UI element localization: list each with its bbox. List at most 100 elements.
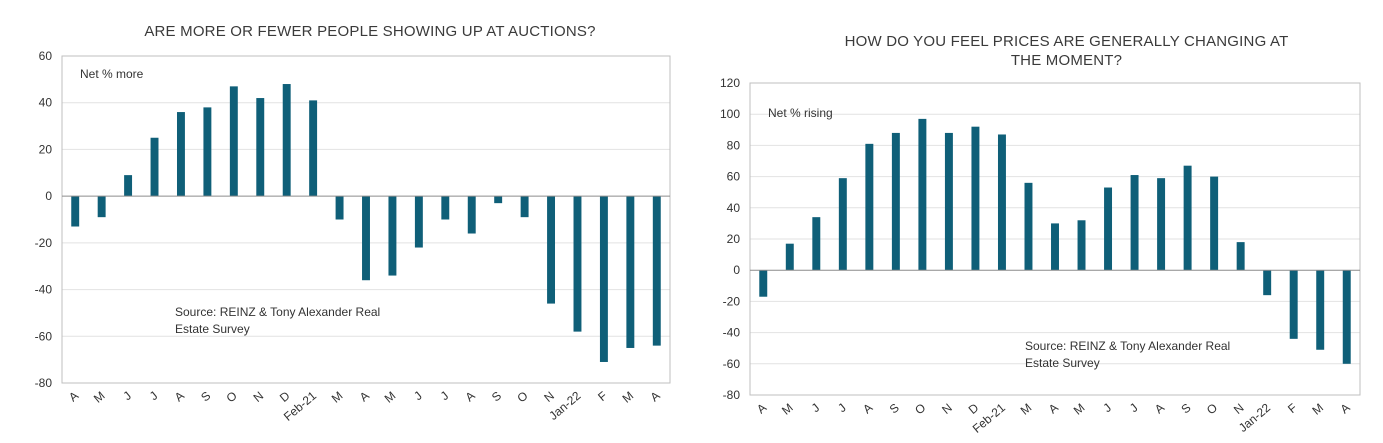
auctions-chart-title: ARE MORE OR FEWER PEOPLE SHOWING UP AT A…: [144, 23, 596, 40]
prices-chart-title-line-2: THE MOMENT?: [1010, 52, 1123, 69]
prices-bar: [891, 132, 900, 271]
auctions-bar: [176, 112, 185, 197]
auctions-bar: [599, 196, 608, 362]
auctions-y-tick-label: -80: [35, 376, 53, 390]
auctions-bar: [520, 196, 529, 218]
prices-source-note: Source: REINZ & Tony Alexander Real: [1025, 339, 1230, 353]
auctions-x-tick-label: A: [172, 389, 187, 405]
auctions-y-tick-label: -40: [35, 283, 53, 297]
auctions-bar: [203, 107, 212, 197]
prices-bar: [865, 143, 874, 271]
prices-x-tick-label: J: [1100, 401, 1114, 416]
prices-bar: [1157, 178, 1166, 271]
auctions-chart-panel: ARE MORE OR FEWER PEOPLE SHOWING UP AT A…: [0, 0, 680, 443]
auctions-x-tick-label: M: [382, 389, 399, 406]
prices-bar: [759, 270, 768, 297]
prices-x-tick-label: M: [1018, 401, 1035, 418]
auctions-y-tick-label: 20: [39, 142, 53, 156]
prices-bar: [1210, 176, 1219, 271]
prices-y-tick-label: 20: [727, 232, 741, 246]
auctions-x-tick-label: A: [357, 389, 372, 405]
auctions-x-tick-label: J: [147, 389, 161, 404]
prices-bar: [1077, 220, 1086, 271]
prices-bar: [1342, 270, 1351, 364]
auctions-x-tick-label: M: [329, 389, 346, 406]
prices-chart-panel: HOW DO YOU FEEL PRICES ARE GENERALLY CHA…: [690, 0, 1383, 443]
prices-y-tick-label: -20: [723, 294, 741, 308]
prices-bar: [1183, 165, 1192, 271]
prices-bar: [1316, 270, 1325, 350]
prices-bar: [918, 118, 927, 271]
prices-chart-title-line-1: HOW DO YOU FEEL PRICES ARE GENERALLY CHA…: [844, 33, 1289, 50]
prices-bar: [1263, 270, 1272, 296]
auctions-bar: [362, 196, 370, 281]
auctions-x-tick-label: S: [198, 389, 213, 405]
prices-x-tick-label: A: [1152, 401, 1167, 417]
prices-x-tick-label: A: [754, 401, 769, 417]
auctions-bar: [335, 196, 344, 220]
prices-bar: [1236, 242, 1245, 271]
auctions-x-tick-label: M: [91, 389, 108, 406]
prices-x-tick-label: J: [835, 401, 849, 416]
prices-x-tick-label: M: [1071, 401, 1088, 418]
prices-y-tick-label: -80: [723, 388, 741, 402]
auctions-bar: [282, 84, 291, 197]
prices-bar: [944, 132, 953, 271]
prices-bar: [1051, 223, 1059, 271]
auctions-bar: [467, 196, 476, 234]
auctions-x-tick-label: N: [251, 389, 267, 405]
prices-bar: [838, 178, 847, 271]
prices-y-tick-label: 80: [727, 138, 741, 152]
auctions-bar: [626, 196, 635, 348]
prices-bar: [971, 126, 980, 271]
prices-bar: [812, 217, 821, 271]
auctions-bar: [414, 196, 423, 248]
auctions-x-tick-label: A: [66, 389, 81, 405]
prices-y-tick-label: 120: [720, 76, 740, 90]
auctions-y-tick-label: 40: [39, 96, 53, 110]
prices-y-tick-label: 40: [727, 201, 741, 215]
prices-bar: [1024, 182, 1033, 271]
prices-y-tick-label: -60: [723, 357, 741, 371]
prices-series-label: Net % rising: [768, 106, 833, 120]
auctions-x-tick-label: O: [224, 389, 240, 406]
prices-y-tick-label: 100: [720, 107, 740, 121]
auctions-series-label: Net % more: [80, 67, 144, 81]
auctions-source-note: Source: REINZ & Tony Alexander Real: [175, 305, 380, 319]
prices-x-tick-label: M: [1309, 401, 1326, 418]
auctions-bar: [71, 196, 80, 227]
prices-y-tick-label: 60: [727, 170, 741, 184]
prices-y-tick-label: -40: [723, 326, 741, 340]
prices-x-tick-label: D: [966, 400, 982, 417]
prices-x-tick-label: F: [1285, 401, 1300, 416]
auctions-bar: [150, 137, 159, 197]
auctions-bar: [652, 196, 661, 346]
auctions-bar: [573, 196, 582, 332]
prices-x-tick-label: M: [779, 401, 796, 418]
prices-x-tick-label: N: [939, 401, 955, 417]
prices-x-tick-label: J: [809, 401, 823, 416]
auctions-bar: [256, 98, 265, 197]
auctions-bar: [97, 196, 106, 218]
prices-x-tick-label: J: [1127, 401, 1141, 416]
auctions-plot-frame: [61, 55, 671, 384]
auctions-x-tick-label: A: [648, 389, 663, 405]
auctions-x-tick-label: N: [541, 389, 557, 405]
auctions-bar: [309, 100, 318, 197]
auctions-x-tick-label: F: [595, 389, 610, 404]
auctions-x-tick-label: O: [514, 389, 530, 406]
prices-y-tick-label: 0: [733, 263, 740, 277]
prices-bar: [1130, 175, 1139, 271]
prices-bar: [1104, 187, 1113, 271]
prices-plot-frame: [749, 82, 1361, 396]
auctions-x-tick-label: S: [489, 389, 504, 405]
prices-bar: [997, 134, 1006, 271]
auctions-y-tick-label: -20: [35, 236, 53, 250]
auctions-x-tick-label: D: [277, 388, 293, 405]
auctions-bar: [494, 196, 503, 204]
prices-x-tick-label: S: [1178, 401, 1193, 417]
prices-x-tick-label: A: [1046, 401, 1061, 417]
prices-x-tick-label: S: [887, 401, 902, 417]
